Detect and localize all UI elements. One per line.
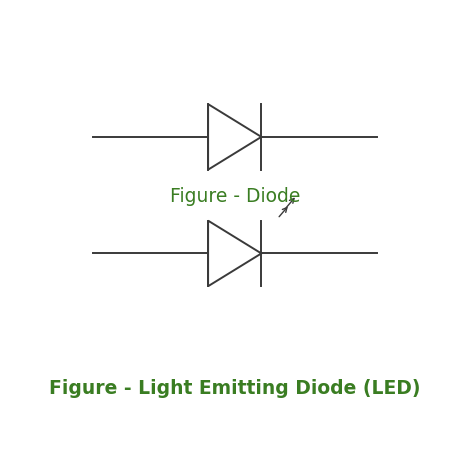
Text: Figure - Diode: Figure - Diode <box>169 187 300 207</box>
Text: Figure - Light Emitting Diode (LED): Figure - Light Emitting Diode (LED) <box>49 379 420 398</box>
